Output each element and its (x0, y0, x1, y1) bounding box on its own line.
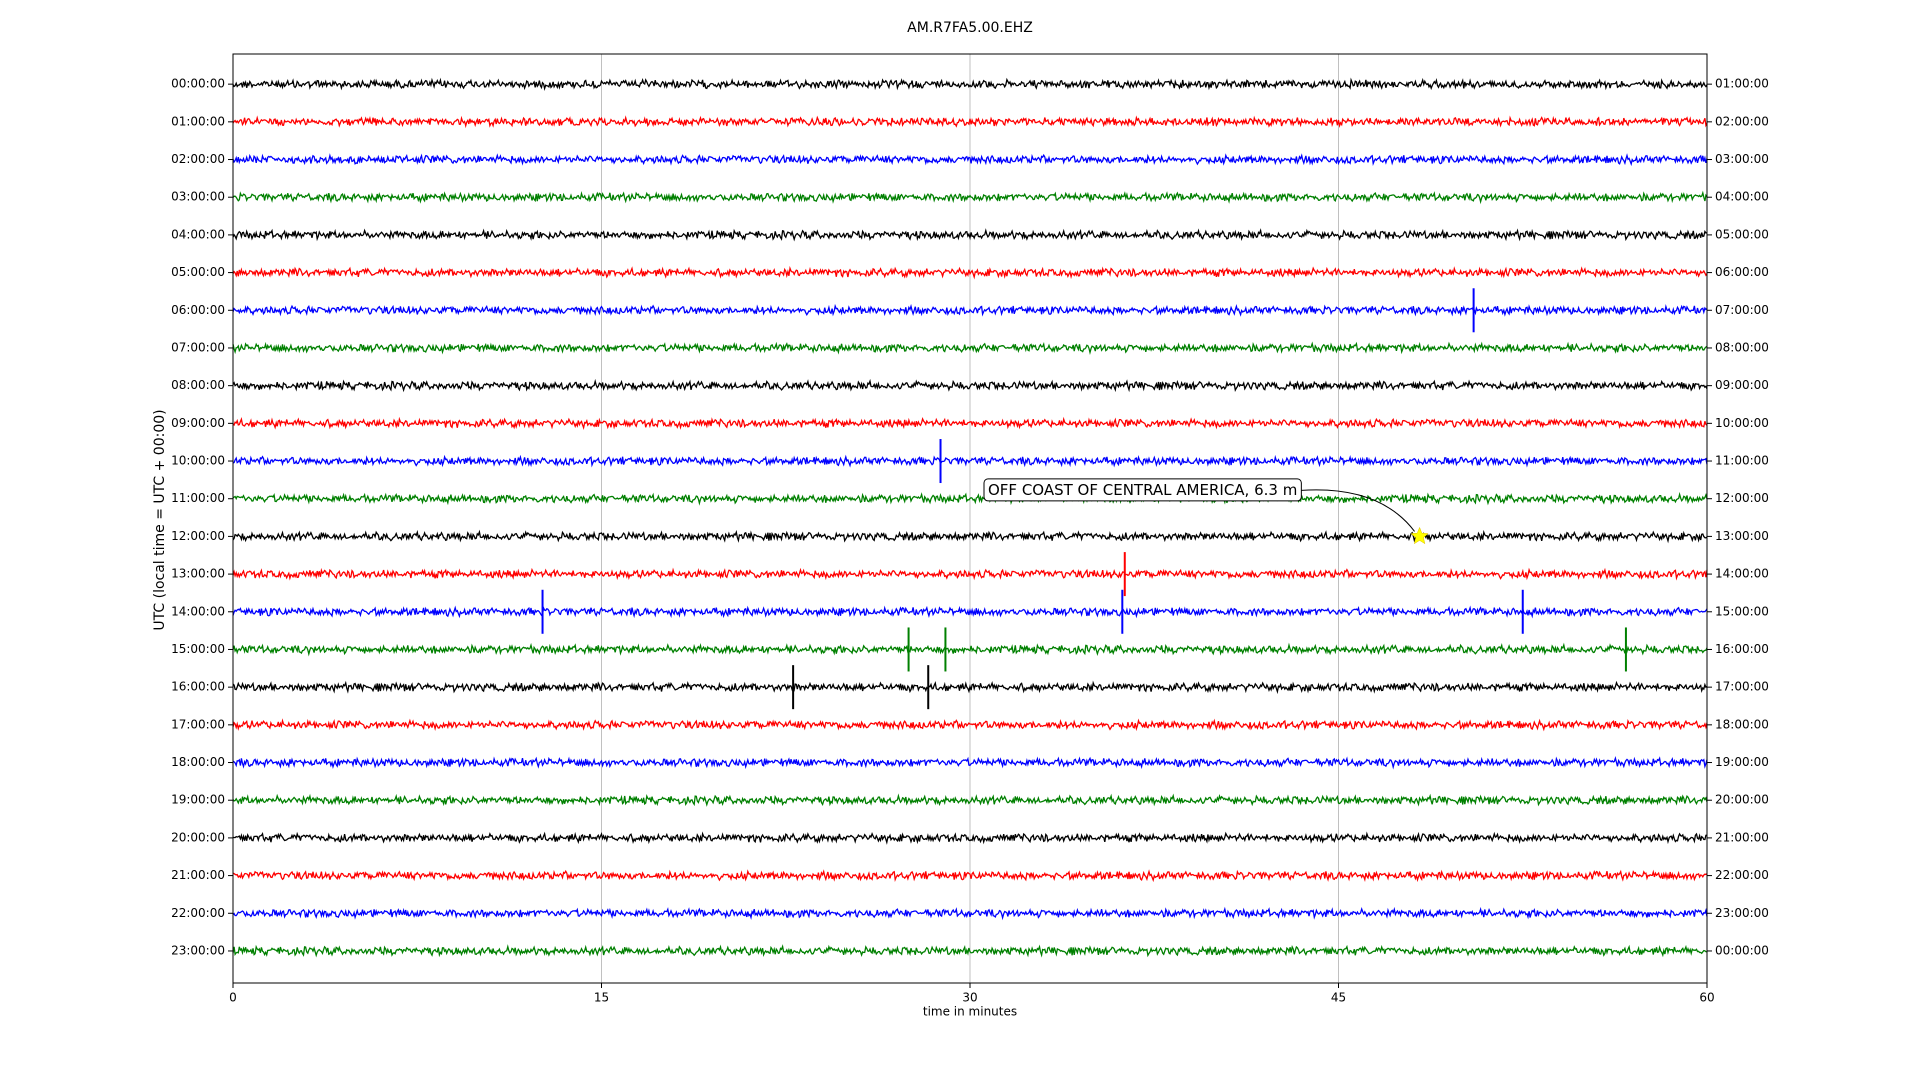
y-tick-label: 15:00:00 (171, 642, 225, 656)
y2-tick-label: 02:00:00 (1715, 114, 1769, 128)
event-label: OFF COAST OF CENTRAL AMERICA, 6.3 m (988, 481, 1297, 499)
y2-tick-label: 05:00:00 (1715, 227, 1769, 241)
y-tick-label: 14:00:00 (171, 604, 225, 618)
x-tick-label: 0 (229, 991, 237, 1005)
trace (232, 416, 1708, 431)
y2-tick-label: 06:00:00 (1715, 265, 1769, 279)
y-tick-label: 16:00:00 (171, 680, 225, 694)
trace (232, 944, 1708, 958)
y-tick-label: 22:00:00 (171, 906, 225, 920)
trace (232, 454, 1708, 468)
y-tick-label: 20:00:00 (171, 830, 225, 844)
y2-tick-label: 11:00:00 (1715, 454, 1769, 468)
y-tick-label: 06:00:00 (171, 303, 225, 317)
trace (232, 906, 1708, 921)
y-tick-label: 21:00:00 (171, 868, 225, 882)
y-tick-label: 02:00:00 (171, 152, 225, 166)
y2-tick-label: 18:00:00 (1715, 717, 1769, 731)
trace (232, 265, 1708, 280)
trace (232, 77, 1708, 91)
y-tick-label: 23:00:00 (171, 943, 225, 957)
trace (232, 793, 1708, 807)
event-marker (1410, 526, 1429, 545)
plot-frame (232, 53, 1708, 984)
y-tick-label: 05:00:00 (171, 265, 225, 279)
trace (232, 378, 1708, 393)
y-tick-label: 12:00:00 (171, 529, 225, 543)
y2-tick-label: 20:00:00 (1715, 793, 1769, 807)
y2-tick-label: 03:00:00 (1715, 152, 1769, 166)
y-tick-label: 10:00:00 (171, 454, 225, 468)
trace (232, 680, 1708, 695)
y-tick-label: 09:00:00 (171, 416, 225, 430)
y2-tick-label: 21:00:00 (1715, 830, 1769, 844)
y2-tick-label: 10:00:00 (1715, 416, 1769, 430)
y2-tick-label: 19:00:00 (1715, 755, 1769, 769)
x-tick-label: 60 (1699, 991, 1714, 1005)
x-tick-label: 15 (594, 991, 609, 1005)
y2-tick-label: 23:00:00 (1715, 906, 1769, 920)
y-tick-label: 00:00:00 (171, 77, 225, 91)
y2-tick-label: 08:00:00 (1715, 340, 1769, 354)
y-tick-label: 11:00:00 (171, 491, 225, 505)
trace (232, 567, 1708, 581)
x-tick-label: 30 (962, 991, 977, 1005)
trace (232, 756, 1708, 770)
y2-tick-label: 13:00:00 (1715, 529, 1769, 543)
y-tick-label: 17:00:00 (171, 717, 225, 731)
trace (233, 831, 1708, 845)
y-tick-label: 19:00:00 (171, 793, 225, 807)
y2-tick-label: 12:00:00 (1715, 491, 1769, 505)
y-axis-label: UTC (local time = UTC + 00:00) (152, 409, 168, 630)
y2-tick-label: 07:00:00 (1715, 303, 1769, 317)
y2-tick-label: 01:00:00 (1715, 77, 1769, 91)
y-tick-label: 08:00:00 (171, 378, 225, 392)
y2-tick-label: 17:00:00 (1715, 680, 1769, 694)
y2-tick-label: 14:00:00 (1715, 567, 1769, 581)
trace (232, 605, 1708, 619)
y-tick-label: 18:00:00 (171, 755, 225, 769)
y2-tick-label: 15:00:00 (1715, 604, 1769, 618)
trace (232, 115, 1708, 129)
trace (232, 642, 1708, 657)
y2-tick-label: 22:00:00 (1715, 868, 1769, 882)
trace (232, 153, 1708, 167)
trace (232, 303, 1708, 317)
chart-title: AM.R7FA5.00.EHZ (907, 20, 1033, 36)
y2-tick-label: 16:00:00 (1715, 642, 1769, 656)
y2-tick-label: 00:00:00 (1715, 943, 1769, 957)
trace (232, 190, 1708, 205)
y-tick-label: 04:00:00 (171, 227, 225, 241)
y-tick-label: 13:00:00 (171, 567, 225, 581)
trace (232, 341, 1708, 355)
y2-tick-label: 04:00:00 (1715, 190, 1769, 204)
y2-tick-label: 09:00:00 (1715, 378, 1769, 392)
trace (232, 529, 1708, 544)
trace (232, 718, 1708, 732)
trace (232, 491, 1708, 506)
y-tick-label: 03:00:00 (171, 190, 225, 204)
y-tick-label: 01:00:00 (171, 114, 225, 128)
trace (232, 869, 1708, 883)
y-tick-label: 07:00:00 (171, 340, 225, 354)
trace (232, 228, 1708, 242)
event-arrow (1301, 489, 1415, 532)
x-axis-label: time in minutes (923, 1005, 1017, 1019)
x-tick-label: 45 (1331, 991, 1346, 1005)
